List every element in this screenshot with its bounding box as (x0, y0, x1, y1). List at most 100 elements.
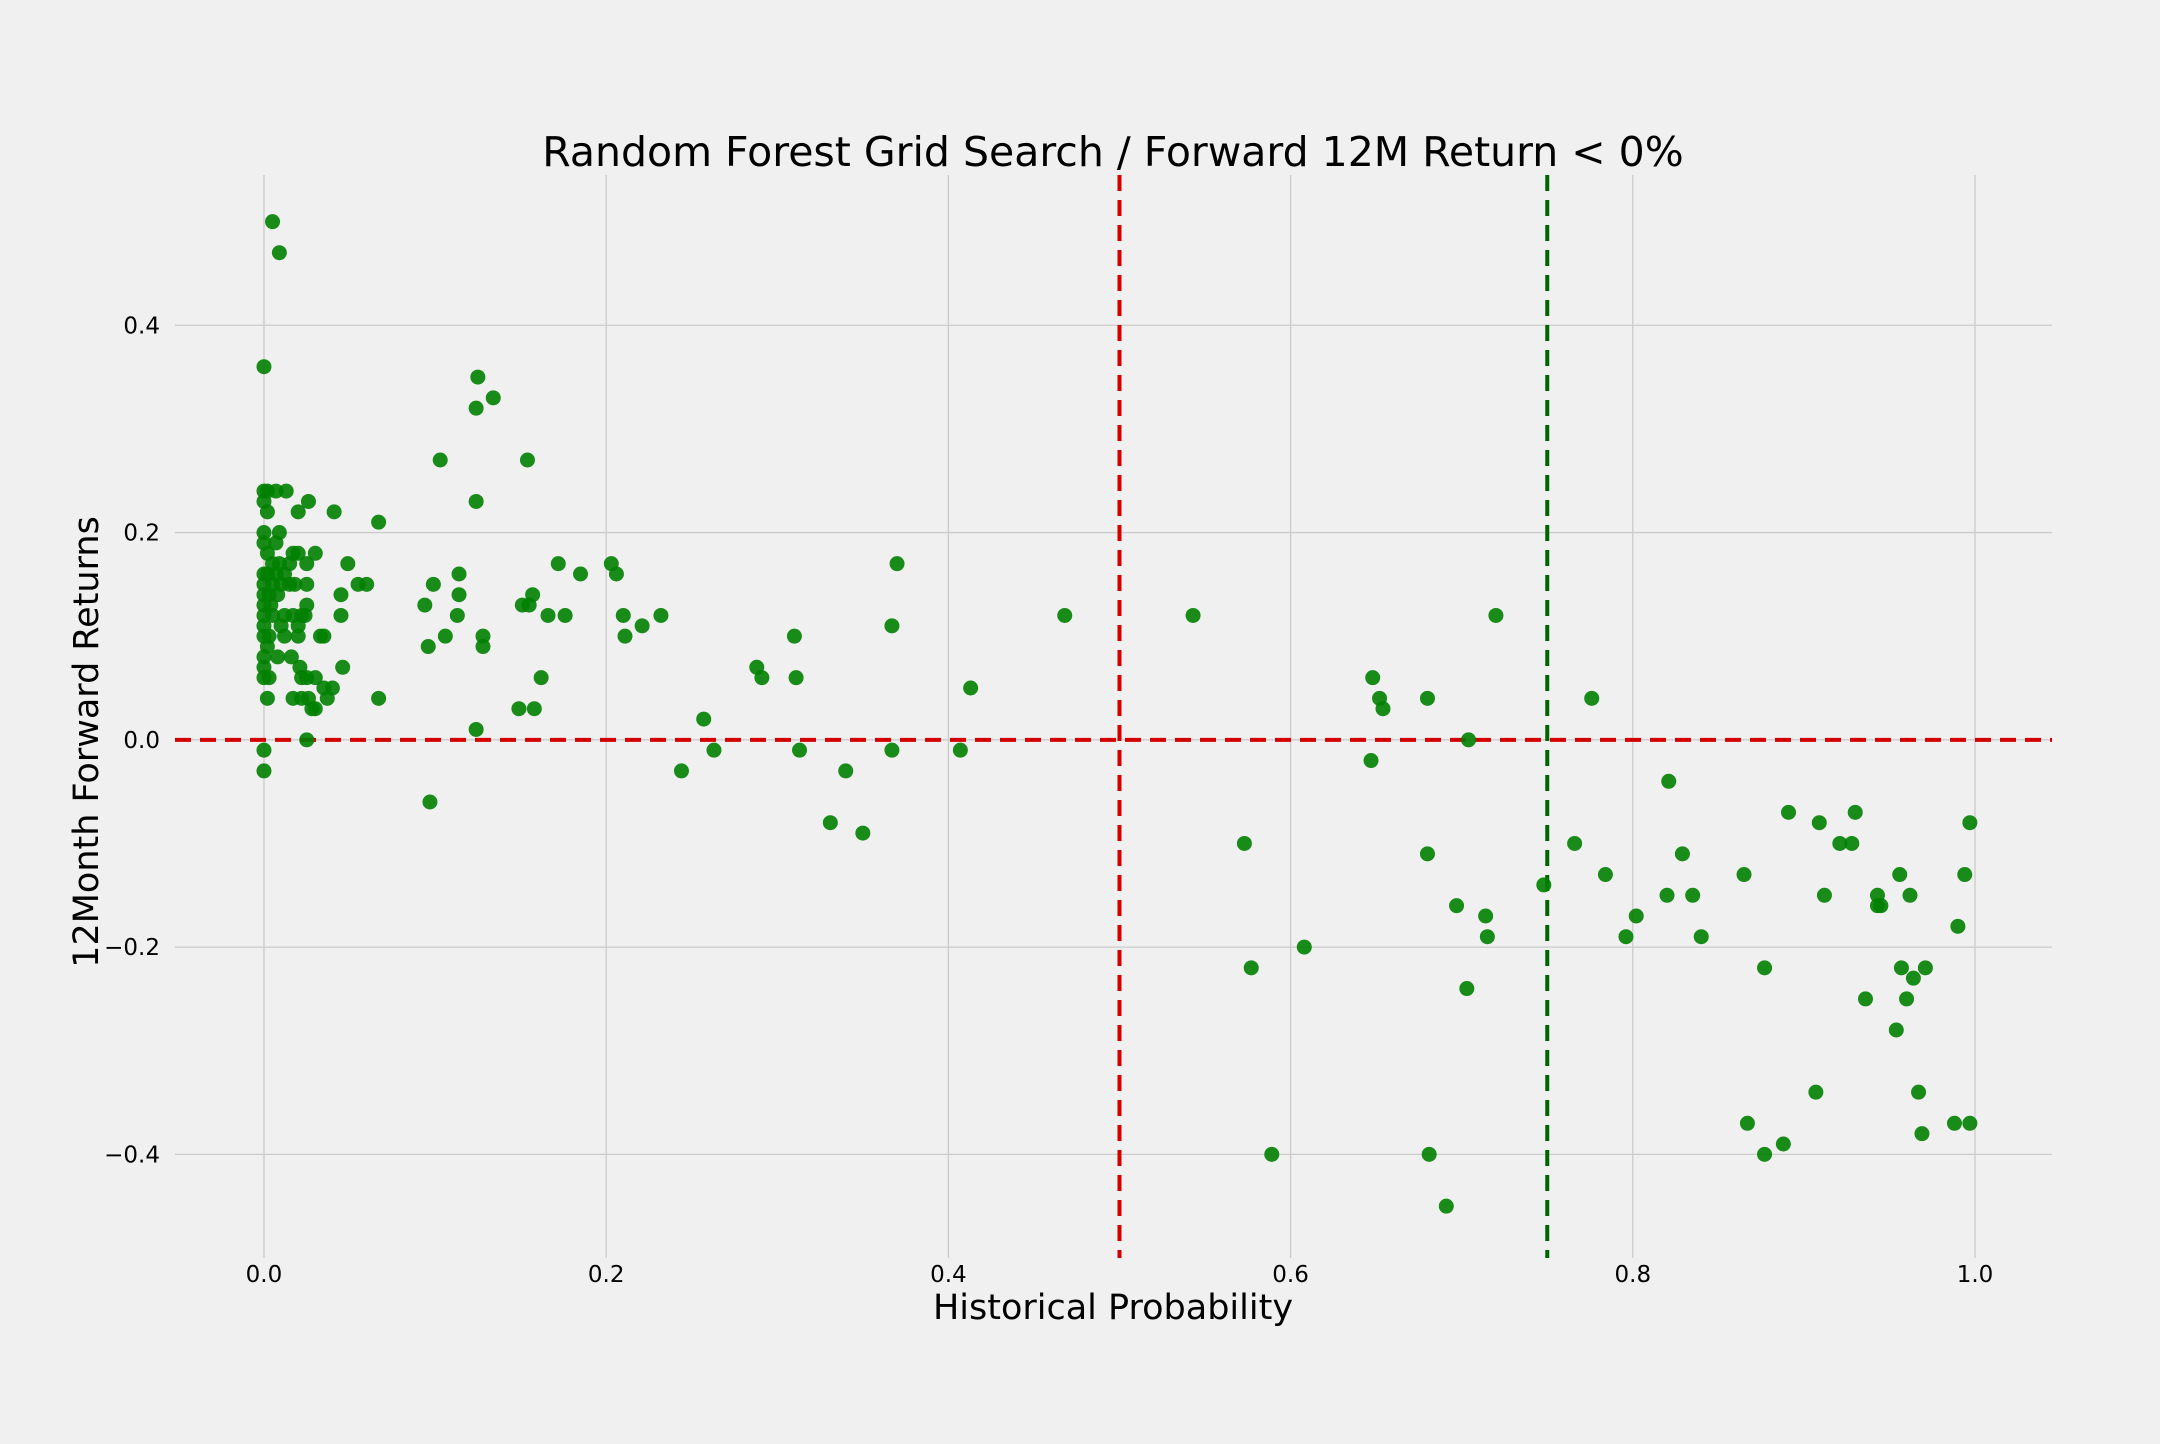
data-point (468, 493, 484, 509)
data-point (1757, 960, 1773, 976)
data-point (437, 628, 453, 644)
data-point (283, 649, 299, 665)
data-point (1674, 846, 1690, 862)
data-point (1892, 867, 1908, 883)
data-point (573, 566, 589, 582)
data-point (451, 566, 467, 582)
data-point (299, 732, 315, 748)
data-point (822, 815, 838, 831)
x-tick-label: 0.0 (246, 1262, 283, 1288)
data-point (1584, 690, 1600, 706)
data-point (307, 670, 323, 686)
data-point (1816, 887, 1832, 903)
data-point (256, 525, 272, 541)
data-point (1685, 887, 1701, 903)
y-tick-label: 0.0 (123, 728, 160, 754)
data-point (706, 742, 722, 758)
data-point (1811, 815, 1827, 831)
data-point (1659, 887, 1675, 903)
tick-labels: 0.0 0.2 0.4 0.6 0.8 1.0 −0.4 −0.2 0.0 0.2 0.4 (104, 313, 1993, 1288)
data-point (615, 607, 631, 623)
data-point (290, 628, 306, 644)
data-point (1459, 981, 1475, 997)
data-point (519, 452, 535, 468)
data-point (696, 711, 712, 727)
data-point (1363, 753, 1379, 769)
data-point (1365, 670, 1381, 686)
data-point (256, 649, 272, 665)
data-point (1264, 1146, 1280, 1162)
data-point (271, 245, 287, 261)
data-point (468, 400, 484, 416)
data-point (1618, 929, 1634, 945)
x-tick-label: 0.2 (588, 1262, 625, 1288)
data-point (359, 576, 375, 592)
data-point (1950, 918, 1966, 934)
data-point (1438, 1198, 1454, 1214)
data-point (299, 576, 315, 592)
data-point (268, 483, 284, 499)
x-tick-label: 0.8 (1615, 1262, 1652, 1288)
data-point (422, 794, 438, 810)
x-tick-label: 0.6 (1272, 1262, 1309, 1288)
data-point (557, 607, 573, 623)
data-point (256, 742, 272, 758)
data-point (1661, 773, 1677, 789)
data-point (432, 452, 448, 468)
data-points (256, 214, 1978, 1214)
data-point (475, 639, 491, 655)
data-point (261, 670, 277, 686)
data-point (884, 742, 900, 758)
data-point (889, 556, 905, 572)
data-point (268, 535, 284, 551)
data-point (617, 628, 633, 644)
data-point (1873, 898, 1889, 914)
data-point (270, 649, 286, 665)
x-tick-label: 1.0 (1957, 1262, 1994, 1288)
data-point (1479, 929, 1495, 945)
data-point (511, 701, 527, 717)
data-point (277, 628, 293, 644)
data-point (1243, 960, 1259, 976)
data-point (1905, 970, 1921, 986)
data-point (788, 670, 804, 686)
data-point (792, 742, 808, 758)
data-point (1375, 701, 1391, 717)
data-point (1536, 877, 1552, 893)
y-tick-label: 0.2 (123, 521, 160, 547)
data-point (673, 763, 689, 779)
data-point (1808, 1084, 1824, 1100)
data-point (1911, 1084, 1927, 1100)
data-point (265, 607, 281, 623)
reference-lines (175, 175, 2052, 1258)
data-point (256, 763, 272, 779)
data-point (533, 670, 549, 686)
data-point (1628, 908, 1644, 924)
data-point (1419, 690, 1435, 706)
data-point (608, 566, 624, 582)
data-point (1449, 898, 1465, 914)
data-point (371, 690, 387, 706)
data-point (1478, 908, 1494, 924)
data-point (1847, 804, 1863, 820)
grid-lines (175, 175, 2052, 1258)
data-point (1461, 732, 1477, 748)
y-axis-title: 12Month Forward Returns (67, 516, 107, 968)
data-point (326, 504, 342, 520)
data-point (1902, 887, 1918, 903)
data-point (335, 659, 351, 675)
data-point (1693, 929, 1709, 945)
data-point (468, 721, 484, 737)
data-point (1775, 1136, 1791, 1152)
data-point (526, 701, 542, 717)
data-point (1888, 1022, 1904, 1038)
chart-title: Random Forest Grid Search / Forward 12M … (542, 128, 1683, 176)
data-point (786, 628, 802, 644)
data-point (1914, 1126, 1930, 1142)
data-point (963, 680, 979, 696)
x-axis-title: Historical Probability (933, 1288, 1293, 1328)
data-point (1597, 867, 1613, 883)
data-point (1296, 939, 1312, 955)
data-point (1962, 1115, 1978, 1131)
data-point (265, 214, 281, 230)
